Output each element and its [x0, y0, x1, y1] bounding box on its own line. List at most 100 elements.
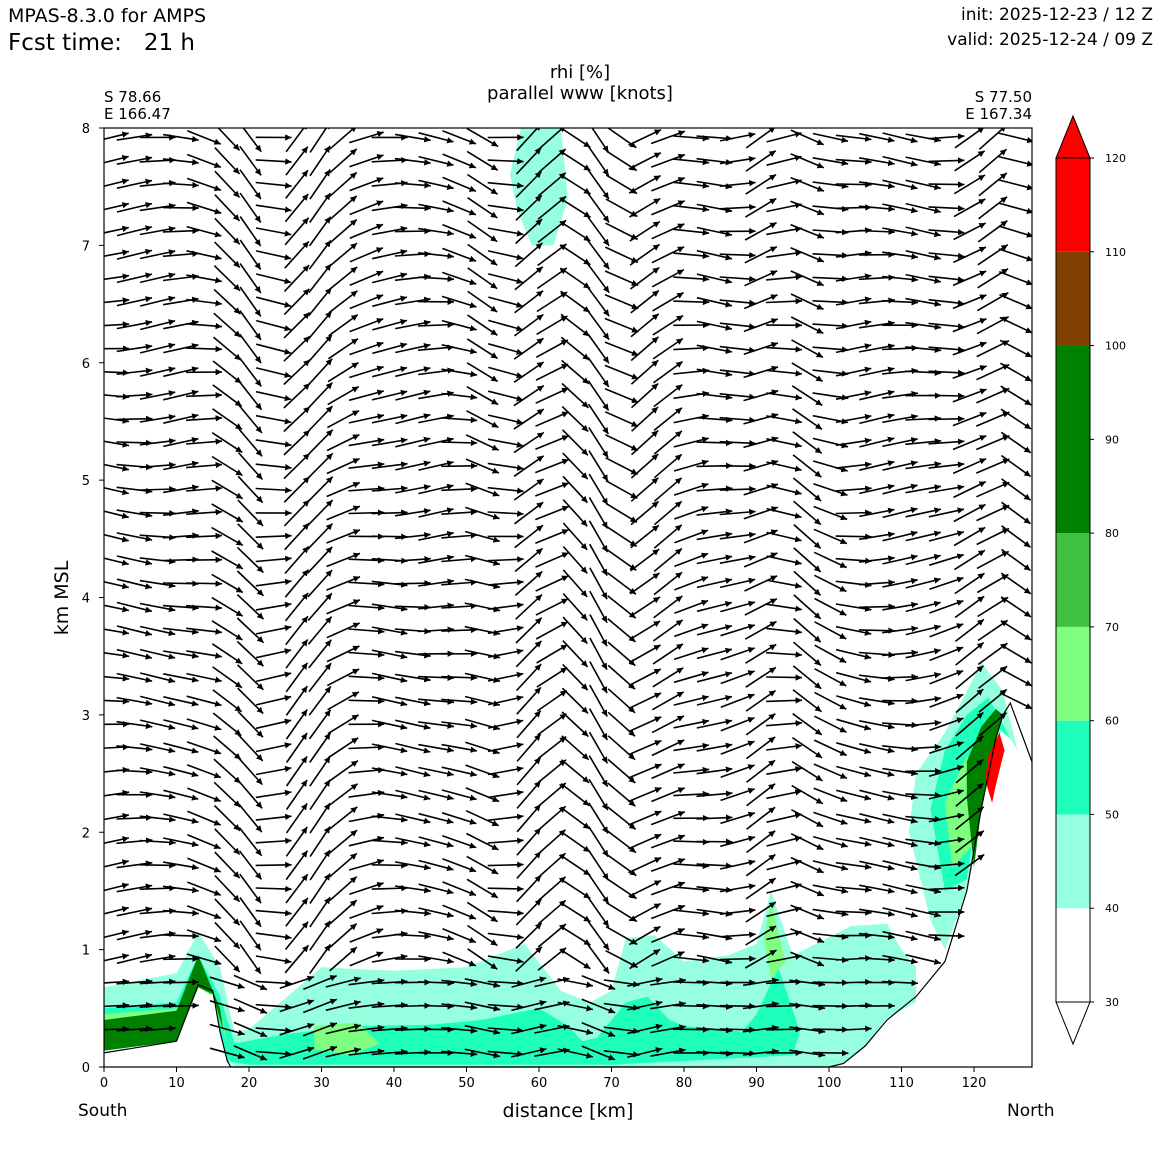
rh-region-50-60 [104, 955, 800, 1065]
wind-vector [349, 154, 384, 168]
wind-vector [237, 710, 264, 738]
wind-vector [858, 205, 895, 213]
y-tick-label: 4 [82, 592, 90, 607]
wind-vector [537, 923, 567, 948]
wind-vector [719, 883, 756, 893]
wind-vector [442, 857, 477, 873]
wind-vector [557, 978, 594, 988]
wind-vector [859, 884, 895, 894]
wind-vector [745, 666, 777, 688]
wind-vector [488, 343, 524, 355]
wind-vector [186, 201, 222, 215]
wind-vector [116, 391, 153, 399]
wind-vector [233, 1021, 268, 1038]
wind-vector [746, 736, 776, 760]
wind-vector [394, 157, 431, 166]
wind-vector [559, 174, 591, 195]
wind-vector [719, 955, 756, 962]
wind-vector [186, 391, 223, 399]
wind-vector [607, 711, 636, 737]
wind-vector [104, 131, 129, 140]
wind-vector [766, 720, 803, 727]
wind-vector [588, 497, 609, 529]
wind-vector [487, 438, 524, 448]
wind-vector [790, 928, 825, 943]
wind-vector [562, 663, 589, 691]
wind-vector [1000, 431, 1032, 454]
wind-vector [302, 1045, 338, 1060]
wind-vector [628, 925, 661, 946]
wind-vector [882, 155, 918, 167]
wind-vector [953, 480, 987, 499]
wind-vector [628, 151, 662, 170]
wind-vector [538, 128, 566, 150]
wind-vector [766, 906, 802, 918]
wind-vector [285, 826, 308, 857]
wind-vector [394, 296, 431, 306]
wind-vector [792, 713, 823, 736]
wind-vector [999, 692, 1032, 710]
wind-vector [720, 811, 756, 825]
wind-vector [442, 247, 477, 262]
wind-vector [766, 484, 802, 496]
wind-vector [516, 710, 542, 739]
wind-vector [441, 602, 478, 610]
wind-vector [487, 766, 524, 776]
wind-vector [653, 360, 684, 384]
wind-vector [535, 458, 570, 474]
wind-vector [812, 884, 849, 894]
wind-vector [116, 248, 153, 260]
wind-vector [905, 133, 942, 143]
wind-vector [674, 552, 709, 568]
wind-vector [242, 128, 262, 153]
wind-vector [394, 861, 431, 871]
wind-vector [559, 854, 591, 876]
y-tick-label: 7 [82, 239, 90, 254]
wind-vector [696, 742, 733, 752]
wind-vector [348, 628, 385, 635]
wind-vector [535, 505, 570, 521]
wind-vector [328, 242, 358, 268]
x-tick-label: 0 [100, 1076, 108, 1091]
wind-vector [835, 319, 872, 330]
wind-vector [952, 318, 987, 333]
wind-vector [441, 271, 477, 286]
wind-vector [279, 999, 315, 1013]
wind-vector [307, 334, 333, 363]
wind-vector [719, 1002, 756, 1010]
wind-vector [742, 1001, 779, 1010]
wind-vector [139, 510, 176, 517]
wind-vector [418, 252, 454, 260]
wind-vector [285, 128, 308, 153]
wind-vector [766, 1002, 803, 1009]
wind-vector [348, 389, 385, 402]
wind-vector [882, 601, 918, 611]
wind-vector [976, 339, 1010, 358]
wind-vector [327, 691, 360, 711]
colorbar-extend-low [1055, 1001, 1091, 1046]
wind-vector [673, 671, 709, 684]
wind-vector [673, 694, 709, 706]
wind-vector [372, 319, 408, 331]
wind-vector [163, 389, 199, 401]
wind-vector [139, 249, 176, 260]
wind-vector [487, 486, 524, 494]
wind-vector [858, 627, 895, 634]
wind-vector [371, 672, 408, 683]
colorbar-band [1056, 908, 1090, 1002]
wind-vector [562, 475, 589, 504]
wind-vector [516, 851, 542, 880]
wind-vector [516, 803, 542, 833]
wind-vector [466, 832, 499, 851]
wind-vector [905, 156, 942, 167]
wind-vector [720, 693, 755, 708]
wind-vector [882, 413, 918, 424]
x-tick-label: 70 [603, 1076, 620, 1091]
wind-vector [104, 463, 130, 472]
wind-vector [255, 718, 292, 730]
wind-vector [418, 766, 454, 777]
wind-vector [104, 178, 129, 187]
wind-vector [465, 434, 500, 451]
wind-vector [790, 176, 825, 192]
wind-vector [285, 662, 309, 693]
